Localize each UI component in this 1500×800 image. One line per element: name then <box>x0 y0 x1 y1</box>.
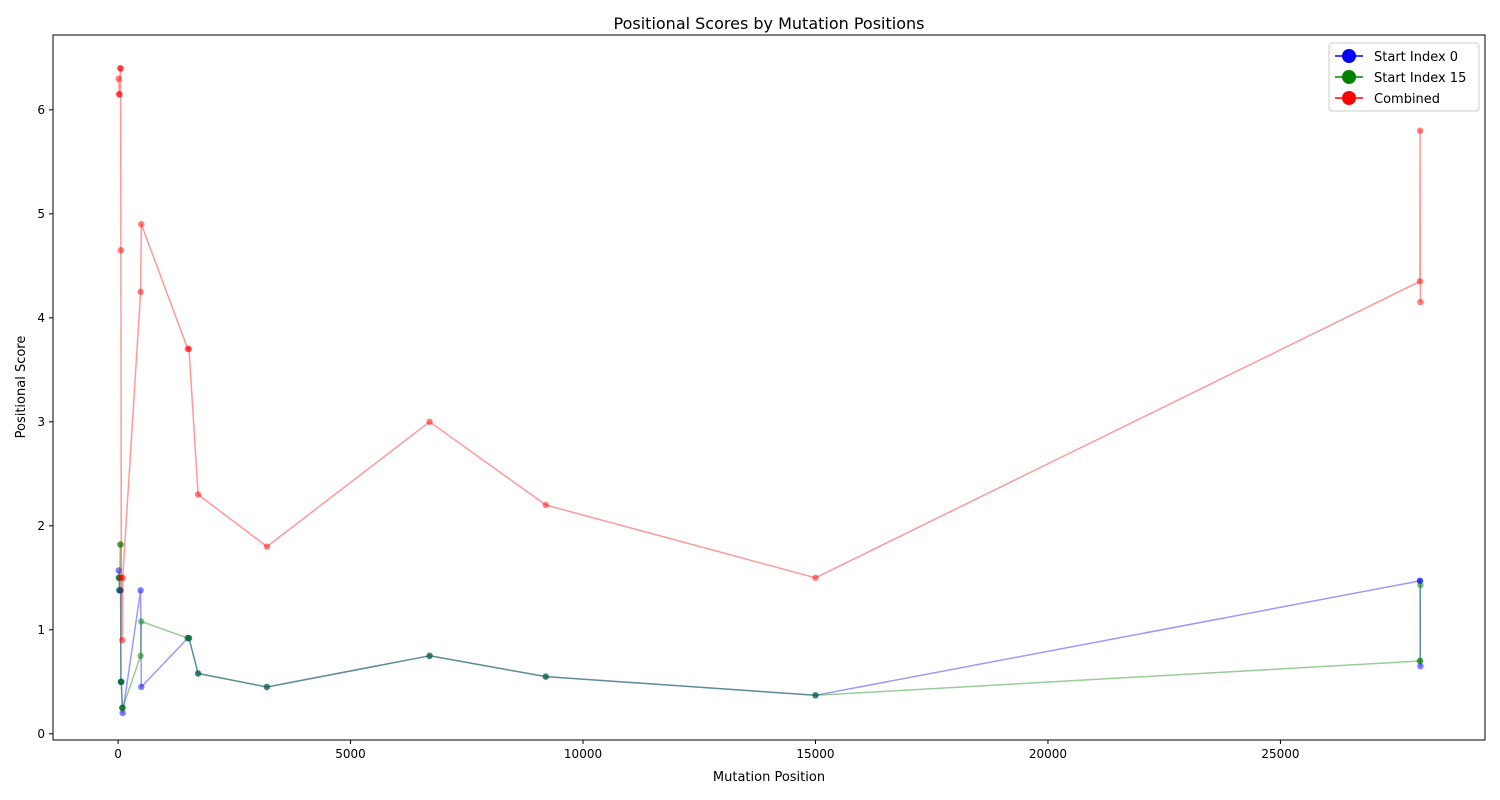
x-tick-label: 20000 <box>1029 747 1067 761</box>
data-point-start-index-15 <box>542 673 549 680</box>
data-point-start-index-15 <box>1417 581 1424 589</box>
data-point-start-index-0 <box>1417 663 1424 670</box>
legend-marker <box>1342 70 1356 84</box>
data-point-combined <box>812 574 819 581</box>
legend-frame <box>1328 42 1480 112</box>
data-point-combined <box>119 637 126 644</box>
legend: Start Index 0 Start Index 15 Combined <box>1328 42 1480 112</box>
legend-marker <box>1342 49 1356 63</box>
data-point-combined <box>137 288 144 295</box>
data-point-combined <box>117 247 125 254</box>
data-point-combined <box>117 65 124 72</box>
data-point-start-index-15 <box>426 652 433 659</box>
data-point-combined <box>185 345 193 353</box>
data-point-combined <box>1416 278 1424 285</box>
legend-item-start-index-15: Start Index 15 <box>1335 70 1466 86</box>
legend-marker <box>1342 91 1356 105</box>
series-start-index-15 <box>115 541 1424 711</box>
series-combined <box>115 65 1424 644</box>
data-point-combined <box>426 418 433 425</box>
data-point-start-index-0 <box>119 709 126 717</box>
legend-label: Combined <box>1374 92 1440 107</box>
data-point-start-index-0 <box>115 567 122 574</box>
data-point-start-index-15 <box>116 587 123 594</box>
y-tick-label: 6 <box>37 103 45 117</box>
legend-label: Start Index 0 <box>1374 50 1458 65</box>
data-point-combined <box>263 543 271 550</box>
y-tick-label: 3 <box>37 415 45 429</box>
x-tick-label: 25000 <box>1261 747 1299 761</box>
x-axis-label: Mutation Position <box>713 770 825 785</box>
y-axis-label: Positional Score <box>14 336 29 439</box>
data-point-combined <box>1417 299 1424 306</box>
x-tick-label: 10000 <box>564 747 602 761</box>
x-tick-label: 15000 <box>796 747 834 761</box>
data-point-combined <box>542 501 549 509</box>
data-point-combined <box>115 75 122 82</box>
series-line-combined <box>117 67 1422 641</box>
data-point-start-index-15 <box>119 704 126 711</box>
y-tick-label: 2 <box>37 519 45 533</box>
data-point-start-index-15 <box>812 692 819 699</box>
plot-frame <box>52 34 1486 741</box>
series-start-index-0 <box>115 567 1424 717</box>
data-point-start-index-15 <box>137 652 144 659</box>
legend-label: Start Index 15 <box>1374 71 1466 86</box>
x-tick-label: 5000 <box>335 747 366 761</box>
data-point-start-index-15 <box>138 618 145 625</box>
y-tick-label: 1 <box>37 623 45 637</box>
data-point-start-index-15 <box>1416 657 1424 665</box>
data-point-combined <box>116 91 123 98</box>
data-point-combined <box>119 574 126 581</box>
series-layer <box>115 65 1424 717</box>
y-tick-label: 4 <box>37 311 45 325</box>
x-tick-label: 0 <box>114 747 122 761</box>
data-point-start-index-0 <box>137 587 144 594</box>
y-tick-label: 0 <box>37 727 45 741</box>
series-line-start-index-15 <box>118 543 1422 709</box>
data-point-combined <box>194 491 202 498</box>
y-axis-ticks: 0 1 2 3 4 5 6 <box>37 103 53 741</box>
y-tick-label: 5 <box>37 207 45 221</box>
data-point-start-index-15 <box>194 670 202 677</box>
data-point-start-index-15 <box>185 634 193 642</box>
chart-title: Positional Scores by Mutation Positions <box>614 14 925 33</box>
data-point-start-index-15 <box>117 541 124 548</box>
data-point-start-index-0 <box>138 683 145 691</box>
data-point-combined <box>1416 127 1424 134</box>
legend-item-combined: Combined <box>1335 91 1440 107</box>
x-axis-ticks: 0 5000 10000 15000 20000 25000 <box>114 740 1300 761</box>
data-point-start-index-15 <box>118 678 125 685</box>
data-point-combined <box>138 221 145 228</box>
data-point-start-index-15 <box>263 683 271 691</box>
legend-item-start-index-0: Start Index 0 <box>1335 49 1458 65</box>
